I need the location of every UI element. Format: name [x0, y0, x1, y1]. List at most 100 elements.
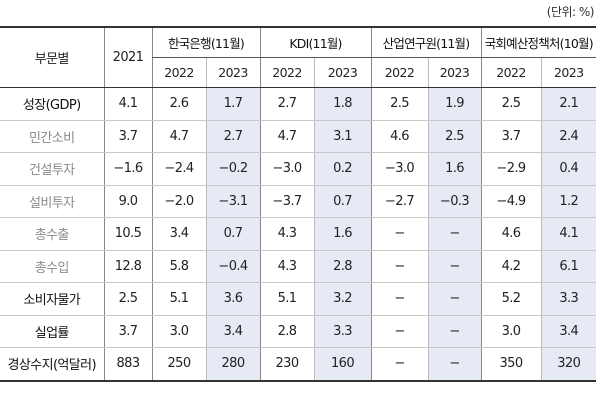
cell-2023: 3.1 — [313, 120, 371, 153]
cell-2021: 3.7 — [103, 120, 152, 153]
cell-2023: 3.3 — [540, 282, 597, 316]
cell-2022: 5.8 — [151, 250, 206, 283]
cell-2023: 0.7 — [205, 217, 260, 251]
cell-2023: 1.6 — [313, 217, 371, 251]
cell-2022: 3.7 — [480, 120, 542, 153]
cell-2022: − — [370, 315, 428, 348]
row-category: 총수입 — [0, 250, 104, 283]
forecast-table: 부문별 2021 한국은행(11월) KDI(11월) 산업연구원(11월) 국… — [0, 26, 597, 382]
cell-2022: 350 — [480, 347, 542, 382]
category-header: 부문별 — [0, 26, 104, 88]
cell-2022: −4.9 — [480, 185, 542, 218]
cell-2022: 5.2 — [480, 282, 542, 316]
table-row: 건설투자 −1.6 −2.4 −0.2 −3.0 0.2 −3.0 1.6 −2.9 0.4 — [0, 152, 597, 186]
table-row: 민간소비 3.7 4.7 2.7 4.7 3.1 4.6 2.5 3.7 2.4 — [0, 120, 597, 153]
cell-2023: 3.4 — [205, 315, 260, 348]
cell-2023: 3.3 — [313, 315, 371, 348]
header-row-sources: 부문별 2021 한국은행(11월) KDI(11월) 산업연구원(11월) 국… — [0, 26, 597, 88]
year-header: 2023 — [313, 57, 371, 88]
source-header-bok: 한국은행(11월) — [151, 26, 260, 58]
table-row: 소비자물가 2.5 5.1 3.6 5.1 3.2− −5.2 3.3 — [0, 282, 597, 316]
cell-2022: 2.6 — [151, 87, 206, 121]
cell-2022: − — [370, 347, 428, 382]
cell-2023: 160 — [313, 347, 371, 382]
cell-2022: − — [370, 217, 428, 251]
cell-2023: 1.6 — [427, 152, 482, 186]
cell-2022: 4.3 — [259, 217, 314, 251]
row-category: 총수출 — [0, 217, 104, 251]
cell-2022: − — [370, 250, 428, 283]
cell-2023: −3.1 — [205, 185, 260, 218]
cell-2023: 2.1 — [540, 87, 597, 121]
cell-2023: 2.8 — [313, 250, 371, 283]
cell-2021: 4.1 — [103, 87, 152, 121]
cell-2023: 2.4 — [540, 120, 597, 153]
year-header: 2022 — [370, 57, 428, 88]
cell-2023: 1.8 — [313, 87, 371, 121]
cell-2023: − — [427, 217, 482, 251]
row-category: 민간소비 — [0, 120, 104, 153]
cell-2022: −2.4 — [151, 152, 206, 186]
cell-2023: 1.9 — [427, 87, 482, 121]
cell-2022: 4.6 — [370, 120, 428, 153]
cell-2021: 9.0 — [103, 185, 152, 218]
table-row: 총수입 12.8 5.8 −0.4 4.3 2.8− −4.2 6.1 — [0, 250, 597, 283]
source-header-kiet: 산업연구원(11월) — [370, 26, 482, 58]
cell-2022: 250 — [151, 347, 206, 382]
cell-2022: −3.7 — [259, 185, 314, 218]
cell-2021: 2.5 — [103, 282, 152, 316]
row-category: 소비자물가 — [0, 282, 104, 316]
cell-2023: 0.7 — [313, 185, 371, 218]
cell-2023: 2.5 — [427, 120, 482, 153]
cell-2022: 3.4 — [151, 217, 206, 251]
table-row: 성장(GDP) 4.1 2.6 1.7 2.7 1.8 2.5 1.9 2.5 2.1 — [0, 87, 597, 121]
row-category: 경상수지(억달러) — [0, 347, 104, 382]
cell-2022: 4.7 — [151, 120, 206, 153]
unit-label: (단위: %) — [546, 5, 595, 19]
cell-2022: −2.9 — [480, 152, 542, 186]
cell-2022: −2.7 — [370, 185, 428, 218]
cell-2023: 0.2 — [313, 152, 371, 186]
cell-2022: 230 — [259, 347, 314, 382]
table-row: 실업률 3.7 3.0 3.4 2.8 3.3− −3.0 3.4 — [0, 315, 597, 348]
table-row: 설비투자 9.0 −2.0 −3.1 −3.7 0.7 −2.7 −0.3 −4.9 1.2 — [0, 185, 597, 218]
cell-2021: 883 — [103, 347, 152, 382]
year-header: 2023 — [540, 57, 597, 88]
year-header: 2022 — [480, 57, 542, 88]
cell-2022: − — [370, 282, 428, 316]
base-year-header: 2021 — [103, 26, 152, 88]
cell-2022: 2.7 — [259, 87, 314, 121]
cell-2022: 4.2 — [480, 250, 542, 283]
cell-2022: 5.1 — [151, 282, 206, 316]
row-category: 성장(GDP) — [0, 87, 104, 121]
year-header: 2022 — [259, 57, 314, 88]
cell-2023: 0.4 — [540, 152, 597, 186]
cell-2021: 3.7 — [103, 315, 152, 348]
cell-2022: 4.6 — [480, 217, 542, 251]
cell-2021: 10.5 — [103, 217, 152, 251]
cell-2023: 1.7 — [205, 87, 260, 121]
row-category: 실업률 — [0, 315, 104, 348]
source-header-kdi: KDI(11월) — [259, 26, 371, 58]
year-header: 2023 — [427, 57, 482, 88]
cell-2022: 2.8 — [259, 315, 314, 348]
cell-2021: −1.6 — [103, 152, 152, 186]
cell-2022: −3.0 — [370, 152, 428, 186]
table-row: 경상수지(억달러) 883 250 280 230 160− −350 320 — [0, 347, 597, 382]
cell-2023: 6.1 — [540, 250, 597, 283]
year-header: 2023 — [205, 57, 260, 88]
cell-2023: −0.2 — [205, 152, 260, 186]
cell-2023: −0.4 — [205, 250, 260, 283]
row-category: 건설투자 — [0, 152, 104, 186]
cell-2022: 3.0 — [480, 315, 542, 348]
cell-2023: 320 — [540, 347, 597, 382]
cell-2023: 4.1 — [540, 217, 597, 251]
cell-2022: 2.5 — [480, 87, 542, 121]
cell-2022: −2.0 — [151, 185, 206, 218]
cell-2023: −0.3 — [427, 185, 482, 218]
header-row-years: 2022 2023 2022 2023 2022 2023 2022 2023 — [0, 57, 597, 88]
cell-2023: 1.2 — [540, 185, 597, 218]
cell-2022: −3.0 — [259, 152, 314, 186]
cell-2022: 4.3 — [259, 250, 314, 283]
cell-2023: 3.6 — [205, 282, 260, 316]
